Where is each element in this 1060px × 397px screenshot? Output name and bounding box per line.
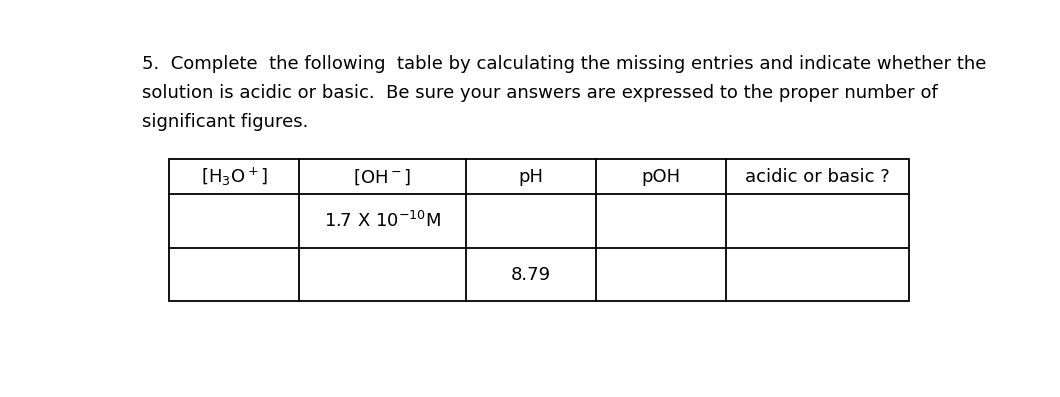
Text: pOH: pOH — [641, 168, 681, 186]
Text: 8.79: 8.79 — [511, 266, 551, 283]
Text: acidic or basic ?: acidic or basic ? — [745, 168, 889, 186]
Text: $\mathregular{[OH^-]}$: $\mathregular{[OH^-]}$ — [353, 167, 412, 187]
Text: $\mathregular{1.7\ X\ 10^{-10}M}$: $\mathregular{1.7\ X\ 10^{-10}M}$ — [324, 211, 441, 231]
Text: $\mathregular{[H_3O^+]}$: $\mathregular{[H_3O^+]}$ — [200, 166, 268, 188]
Text: pH: pH — [518, 168, 544, 186]
Bar — [170, 159, 908, 301]
Text: significant figures.: significant figures. — [142, 114, 308, 131]
Text: solution is acidic or basic.  Be sure your answers are expressed to the proper n: solution is acidic or basic. Be sure you… — [142, 84, 938, 102]
Text: 5.  Complete  the following  table by calculating the missing entries and indica: 5. Complete the following table by calcu… — [142, 55, 987, 73]
